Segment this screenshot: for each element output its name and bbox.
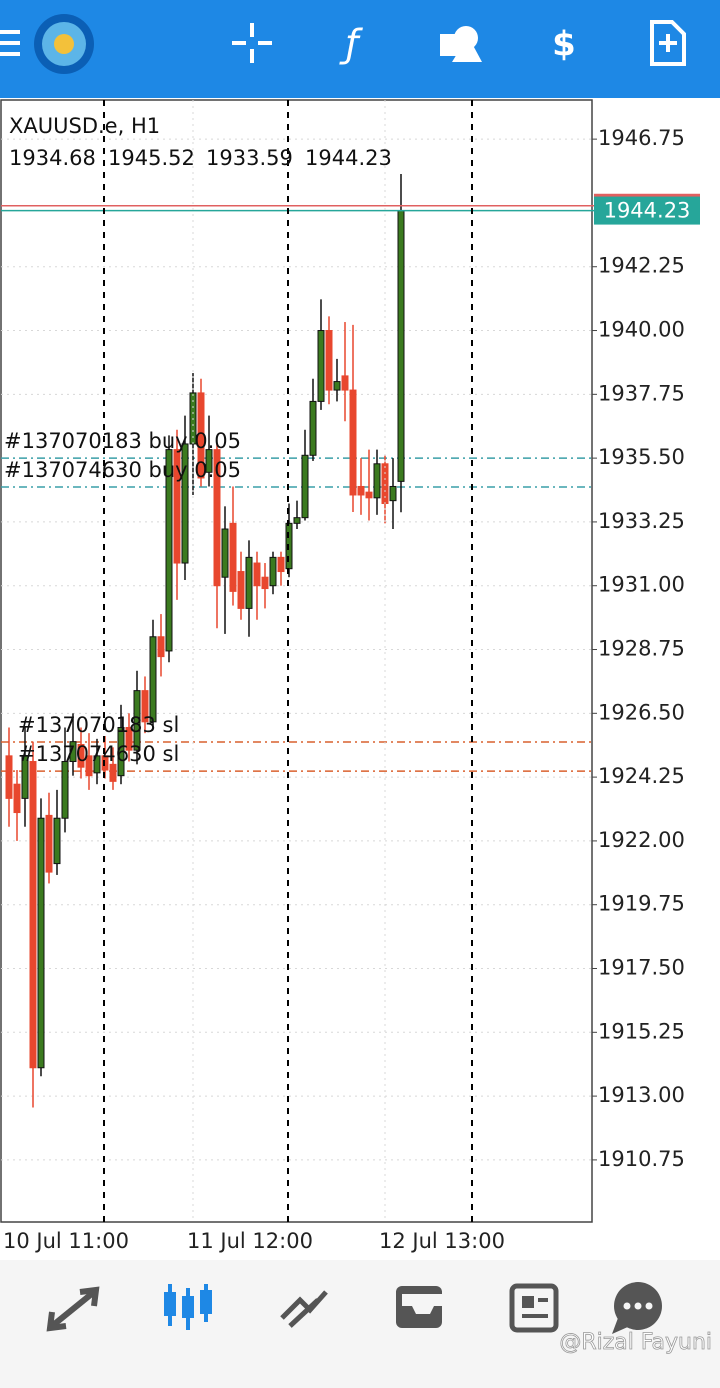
candle-body — [149, 636, 157, 723]
candle-body — [357, 485, 365, 496]
chart-title: XAUUSD.e, H1 — [9, 114, 160, 138]
ohlc-open: 1934.68 — [9, 146, 96, 170]
y-tick-label: 1931.00 — [598, 573, 685, 597]
y-tick-label: 1910.75 — [598, 1147, 685, 1171]
y-tick-label: 1926.50 — [598, 700, 685, 724]
candle-body — [373, 463, 381, 499]
news-tab[interactable] — [509, 1283, 559, 1333]
candle-body — [245, 556, 253, 609]
candle-body — [69, 741, 77, 763]
order-label: #137070183 sl — [18, 713, 179, 737]
candle-body — [109, 763, 117, 782]
candle-body — [157, 636, 165, 658]
candle-body — [53, 817, 61, 865]
y-tick-label: 1917.50 — [598, 956, 685, 980]
y-tick-label: 1935.50 — [598, 445, 685, 469]
chart-frame — [0, 99, 593, 1223]
chart-tab[interactable] — [164, 1284, 212, 1330]
candle-body — [85, 755, 93, 777]
candle-body — [237, 571, 245, 609]
candle-body — [13, 783, 21, 814]
crosshair-icon[interactable] — [232, 23, 272, 63]
y-tick-label: 1924.25 — [598, 764, 685, 788]
candle-body — [325, 330, 333, 391]
candle-body — [213, 449, 221, 587]
candle-body — [141, 690, 149, 723]
candle-body — [93, 755, 101, 774]
ohlc-close: 1944.23 — [305, 146, 392, 170]
candle-body — [117, 726, 125, 777]
candle-body — [133, 690, 141, 751]
price-label: 1944.23 — [604, 199, 691, 223]
history-tab[interactable] — [396, 1286, 444, 1328]
y-tick-label: 1928.75 — [598, 637, 685, 661]
order-label: #137074630 sl — [18, 742, 179, 766]
candle-body — [317, 330, 325, 402]
chat-tab[interactable] — [612, 1282, 662, 1334]
candle-body — [221, 528, 229, 578]
trade-icon[interactable]: $ — [552, 25, 576, 65]
quotes-tab[interactable] — [46, 1286, 100, 1332]
y-tick-label: 1915.25 — [598, 1019, 685, 1043]
y-tick-label: 1940.00 — [598, 318, 685, 342]
trade-tab[interactable] — [280, 1290, 328, 1328]
candle-body — [165, 449, 173, 652]
y-tick-label: 1913.00 — [598, 1083, 685, 1107]
objects-icon[interactable] — [440, 26, 482, 62]
candle-body — [61, 761, 69, 819]
candle-body — [125, 726, 133, 751]
candle-body — [277, 556, 285, 573]
candle-body — [229, 522, 237, 592]
candle-body — [29, 761, 37, 1069]
y-tick-label: 1937.75 — [598, 381, 685, 405]
candle-body — [293, 517, 301, 524]
y-tick-label: 1933.25 — [598, 509, 685, 533]
bottom-nav — [0, 1260, 720, 1388]
price-label-box — [594, 196, 700, 225]
candle-body — [365, 491, 373, 499]
y-tick-label: 1942.25 — [598, 254, 685, 278]
candle-body — [181, 443, 189, 564]
candle-body — [341, 375, 349, 391]
candle-body — [333, 381, 341, 391]
x-tick-label: 11 Jul 12:00 — [187, 1229, 313, 1253]
x-tick-label: 10 Jul 11:00 — [3, 1229, 129, 1253]
candle-body — [269, 556, 277, 587]
order-label: #137074630 buy 0.05 — [4, 458, 241, 482]
candle-body — [253, 562, 261, 587]
candle-body — [37, 817, 45, 1069]
toolbar — [0, 0, 720, 98]
candle-body — [301, 454, 309, 519]
app-logo[interactable] — [34, 14, 94, 74]
candle-body — [309, 400, 317, 456]
candle-body — [5, 755, 13, 799]
watermark: @Rizal Fayuni — [559, 1330, 712, 1355]
ohlc-high: 1945.52 — [108, 146, 195, 170]
candle-body — [389, 485, 397, 502]
new-order-icon[interactable] — [650, 20, 686, 66]
x-tick-label: 12 Jul 13:00 — [379, 1229, 505, 1253]
order-label: #137070183 buy 0.05 — [4, 429, 241, 453]
candle-body — [173, 449, 181, 564]
candle-body — [205, 449, 213, 473]
candle-body — [397, 210, 405, 482]
ohlc-low: 1933.59 — [206, 146, 293, 170]
candle-body — [21, 755, 29, 799]
y-tick-label: 1922.00 — [598, 828, 685, 852]
candle-body — [261, 576, 269, 590]
y-tick-label: 1919.75 — [598, 892, 685, 916]
candle-body — [349, 389, 357, 496]
candle-body — [45, 814, 53, 873]
menu-icon[interactable] — [0, 30, 20, 56]
candle-body — [197, 392, 205, 479]
candle-body — [77, 744, 85, 768]
y-tick-label: 1946.75 — [598, 126, 685, 150]
